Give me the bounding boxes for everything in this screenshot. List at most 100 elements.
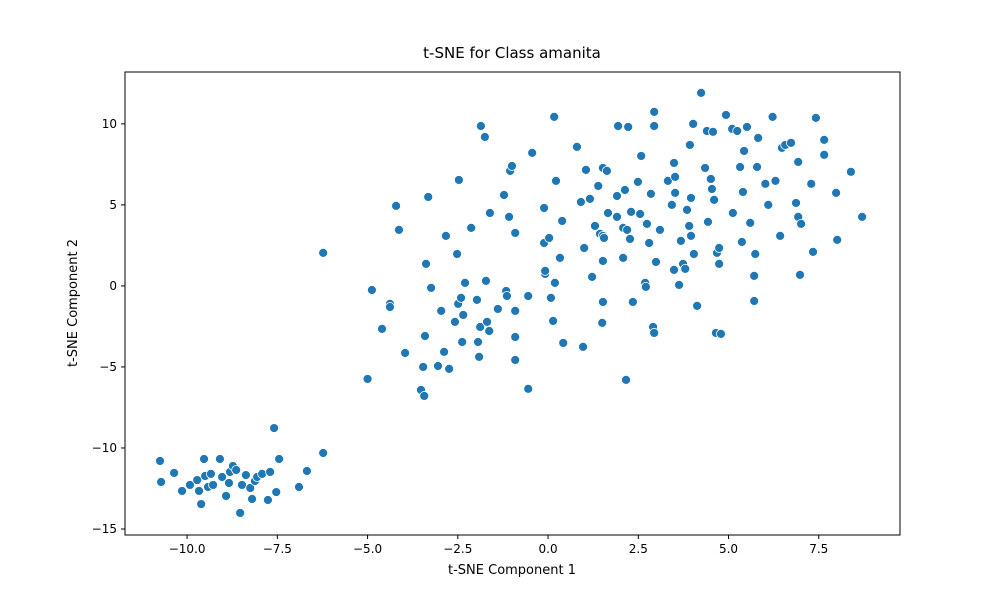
scatter-point: [385, 302, 395, 312]
scatter-point: [420, 331, 430, 341]
y-tick-label: 5: [109, 198, 117, 212]
scatter-point: [749, 270, 760, 281]
scatter-point: [546, 293, 556, 303]
scatter-point: [418, 362, 429, 372]
scatter-point: [362, 374, 373, 384]
scatter-point: [666, 199, 677, 210]
scatter-point: [669, 264, 679, 275]
scatter-point: [510, 228, 521, 238]
scatter-point: [612, 191, 622, 201]
scatter-point: [749, 296, 760, 306]
scatter-point: [421, 258, 431, 269]
y-tick-label: −10: [92, 441, 117, 455]
scatter-point: [485, 208, 495, 218]
scatter-point: [558, 338, 569, 348]
scatter-point: [692, 300, 703, 311]
scatter-point: [670, 187, 681, 198]
scatter-point: [257, 469, 268, 479]
x-axis-label: t-SNE Component 1: [448, 563, 576, 578]
scatter-point: [721, 110, 731, 120]
scatter-point: [185, 480, 195, 490]
scatter-point: [578, 341, 588, 352]
scatter-point: [274, 454, 285, 464]
y-tick-label: 0: [109, 279, 117, 293]
y-tick-label: −15: [92, 522, 117, 536]
scatter-point: [623, 122, 634, 132]
scatter-point: [808, 246, 818, 257]
scatter-point: [539, 203, 549, 213]
scatter-point: [633, 176, 643, 187]
scatter-point: [377, 323, 387, 334]
scatter-point: [271, 487, 282, 497]
plot-frame: [124, 71, 901, 536]
scatter-point: [217, 472, 228, 482]
scatter-point: [423, 192, 434, 202]
scatter-point: [510, 332, 521, 342]
scatter-point: [708, 126, 718, 137]
scatter-point: [263, 495, 273, 505]
scatter-point: [622, 224, 633, 235]
scatter-point: [572, 141, 582, 152]
scatter-point: [481, 275, 491, 286]
scatter-point: [557, 216, 568, 226]
scatter-point: [208, 480, 218, 490]
scatter-point: [627, 297, 638, 307]
scatter-point: [367, 285, 377, 295]
scatter-point: [245, 483, 256, 493]
scatter-point: [636, 151, 647, 161]
scatter-point: [484, 326, 495, 336]
scatter-point: [621, 375, 631, 385]
scatter-point: [444, 363, 455, 374]
scatter-point: [786, 137, 796, 148]
scatter-point: [482, 316, 492, 327]
x-tick-label: 5.0: [719, 542, 738, 556]
scatter-point: [391, 200, 401, 211]
scatter-point: [612, 211, 622, 222]
scatter-point: [598, 256, 608, 266]
scatter-point: [763, 199, 774, 210]
scatter-point: [806, 178, 817, 189]
scatter-point: [194, 486, 204, 496]
scatter-point: [714, 258, 725, 269]
scatter-point: [735, 162, 745, 172]
scatter-point: [231, 465, 242, 475]
scatter-point: [294, 482, 304, 492]
scatter-point: [458, 310, 469, 320]
scatter-point: [555, 252, 565, 263]
scatter-point: [626, 206, 636, 217]
scatter-point: [510, 305, 521, 316]
scatter-point: [441, 230, 451, 241]
scatter-point: [318, 247, 329, 258]
scatter-point: [436, 305, 447, 316]
scatter-point: [651, 257, 661, 267]
scatter-point: [682, 205, 692, 215]
y-tick-label: 10: [102, 117, 117, 131]
plot-area: [155, 88, 867, 518]
scatter-point: [644, 238, 655, 248]
scatter-point: [460, 277, 470, 288]
scatter-point: [479, 132, 490, 142]
scatter-point: [452, 249, 462, 259]
scatter-point: [581, 164, 591, 175]
scatter-point: [475, 322, 486, 332]
scatter-point: [466, 222, 477, 233]
scatter-point: [618, 252, 629, 263]
scatter-point: [603, 208, 613, 218]
scatter-point: [155, 456, 165, 466]
scatter-point: [688, 118, 699, 129]
scatter-point: [453, 175, 464, 185]
x-tick-label: 7.5: [809, 542, 828, 556]
scatter-point: [649, 121, 660, 131]
scatter-point: [620, 185, 630, 195]
scatter-point: [642, 218, 652, 229]
scatter-point: [473, 337, 483, 347]
scatter-point: [688, 249, 699, 259]
scatter-point: [450, 316, 460, 327]
scatter-point: [476, 121, 486, 131]
scatter-point: [709, 194, 720, 205]
scatter-point: [750, 249, 761, 259]
scatter-point: [601, 165, 612, 176]
y-tick-label: −5: [99, 360, 117, 374]
scatter-point: [793, 157, 804, 167]
